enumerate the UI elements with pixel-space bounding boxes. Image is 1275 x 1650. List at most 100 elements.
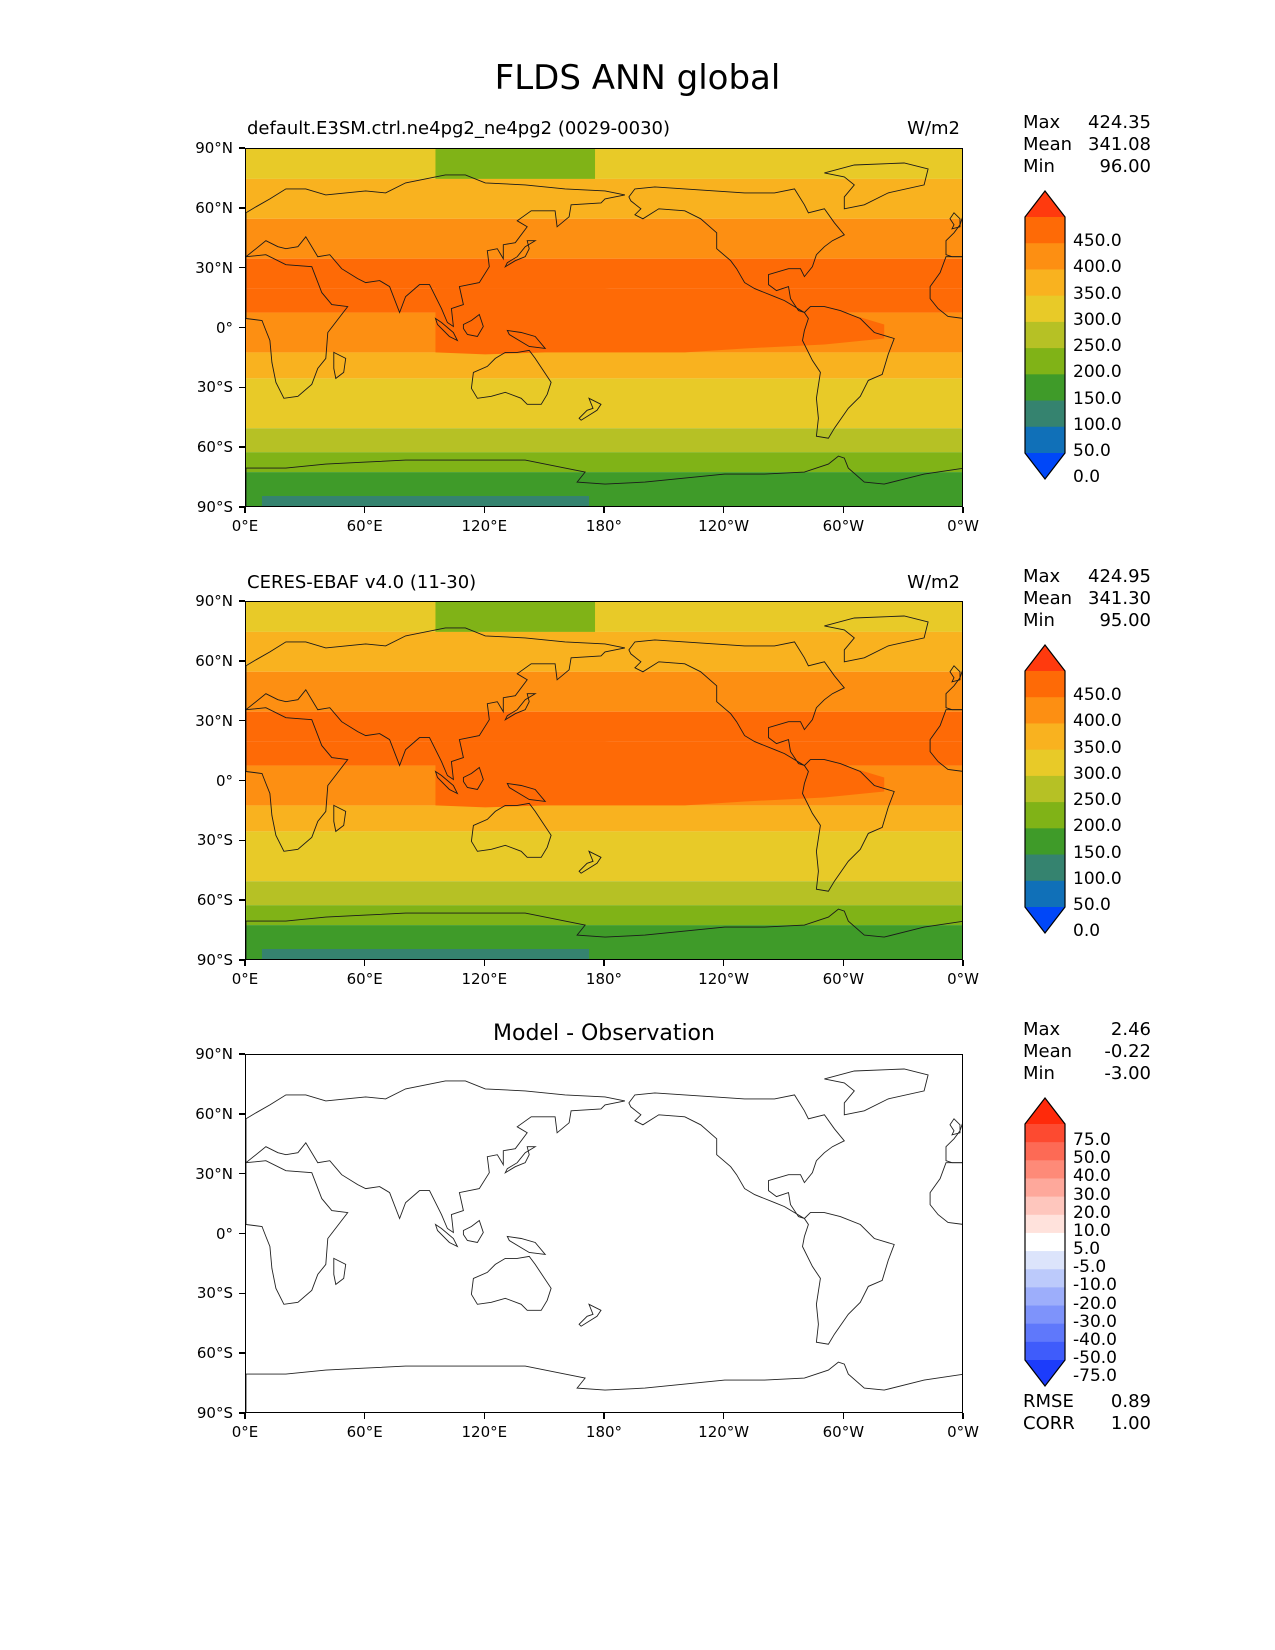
lat-tick (239, 446, 245, 448)
colorbar-segment (1025, 426, 1065, 454)
field-band (246, 631, 962, 672)
stat-mean-label: Mean (1023, 134, 1073, 155)
field-band (246, 881, 962, 906)
lon-tick (722, 1413, 725, 1419)
colorbar-segment (1025, 400, 1065, 428)
panel-units: W/m2 (907, 118, 960, 139)
colorbar-segment (1025, 854, 1065, 882)
coastline (470, 1255, 552, 1311)
field-band (246, 671, 962, 712)
lat-tick-label: 30°S (196, 831, 233, 850)
colorbar-extend-max (1025, 191, 1065, 217)
colorbar-extend-min (1025, 907, 1065, 933)
stats-box: Max 424.35 Mean 341.08 Min 96.00 (1023, 112, 1151, 178)
lat-tick (239, 1053, 245, 1055)
colorbar-tick-label: 50.0 (1073, 441, 1111, 461)
colorbar-segment (1025, 723, 1065, 751)
lon-tick-label: 120°W (698, 970, 750, 988)
coastline (333, 351, 347, 380)
colorbar-tick-label: -50.0 (1073, 1348, 1117, 1368)
field-band (246, 805, 962, 832)
coastline (945, 217, 962, 258)
stat-max-value: 2.46 (1110, 1019, 1151, 1040)
warm-pool-region (435, 288, 885, 355)
lat-tick-label: 0° (215, 318, 233, 337)
lon-tick (962, 507, 964, 513)
rmse-label: RMSE (1023, 1391, 1074, 1412)
colorbar-tick-label: 400.0 (1073, 257, 1122, 278)
lat-tick (239, 660, 245, 662)
field-band (246, 905, 962, 926)
coastline (949, 665, 961, 683)
coastline (929, 256, 962, 319)
coastline (949, 1118, 961, 1136)
lon-tick (962, 1413, 964, 1419)
coastline (504, 1146, 537, 1174)
colorbar-tick-label: -75.0 (1073, 1366, 1117, 1387)
lon-tick (722, 960, 725, 966)
colorbar-tick-label: 20.0 (1073, 1202, 1111, 1223)
antarctic-region (261, 949, 590, 959)
lat-tick-label: 60°S (196, 1344, 233, 1363)
lat-tick (239, 506, 245, 508)
lat-tick (239, 1292, 245, 1295)
coastline (628, 639, 846, 766)
lon-tick (244, 507, 246, 513)
antarctic-region (589, 496, 962, 506)
lon-tick (842, 960, 845, 966)
lat-tick (239, 899, 245, 901)
lat-tick (239, 147, 245, 149)
lat-tick-label: 30°S (196, 1284, 233, 1303)
lon-tick-label: 60°E (346, 1423, 383, 1441)
colorbar-tick-label: 40.0 (1073, 1166, 1111, 1187)
coastline (434, 1223, 459, 1248)
lon-tick-label: 120°E (461, 1423, 508, 1441)
lat-tick (239, 386, 245, 389)
colorbar-tick-label: -30.0 (1073, 1311, 1117, 1332)
colorbar-segment (1025, 217, 1065, 244)
stat-min-value: -3.00 (1104, 1063, 1151, 1084)
colorbar-segment (1025, 671, 1065, 698)
lat-tick (239, 266, 245, 269)
colorbar-segment (1025, 1269, 1065, 1288)
colorbar-tick-label: 450.0 (1073, 231, 1122, 252)
lat-tick-label: 60°N (195, 1104, 233, 1123)
colorbar-segment (1025, 1160, 1065, 1179)
lon-tick (842, 1413, 845, 1419)
coastline (333, 1257, 347, 1286)
lat-tick-label: 60°N (195, 651, 233, 670)
field-band (246, 378, 962, 429)
lon-tick (483, 1413, 486, 1419)
coastline (578, 397, 602, 421)
coastline (246, 174, 625, 328)
coastline (246, 627, 625, 781)
map-frame (245, 148, 963, 507)
colorbar-segment (1025, 1251, 1065, 1270)
lon-tick (603, 960, 605, 966)
colorbar-segment (1025, 348, 1065, 375)
lat-tick-label: 90°S (196, 498, 233, 516)
coastline (824, 162, 929, 210)
lat-tick (239, 719, 245, 722)
lat-tick (239, 839, 245, 842)
stats-box: Max 2.46 Mean -0.22 Min -3.00 (1023, 1019, 1151, 1085)
coastline (824, 615, 929, 663)
lon-tick-label: 0°E (231, 1423, 259, 1441)
lon-tick-label: 180° (585, 517, 623, 535)
lon-tick (363, 960, 366, 966)
field-band (246, 352, 962, 379)
coastline (504, 693, 537, 721)
coastline (945, 1123, 962, 1164)
coastline (802, 759, 895, 892)
corr-label: CORR (1023, 1413, 1075, 1434)
panel-title: default.E3SM.ctrl.ne4pg2_ne4pg2 (0029-00… (247, 118, 670, 139)
coastline (945, 670, 962, 711)
colorbar-tick-label: 0.0 (1073, 467, 1101, 488)
stat-max-value: 424.95 (1088, 566, 1151, 587)
lat-tick (239, 326, 245, 329)
corr-value: 1.00 (1110, 1413, 1151, 1434)
coastline (929, 1162, 962, 1225)
colorbar-tick-label: 300.0 (1073, 309, 1122, 330)
lon-tick (483, 507, 486, 513)
colorbar-extend-min (1025, 453, 1065, 479)
